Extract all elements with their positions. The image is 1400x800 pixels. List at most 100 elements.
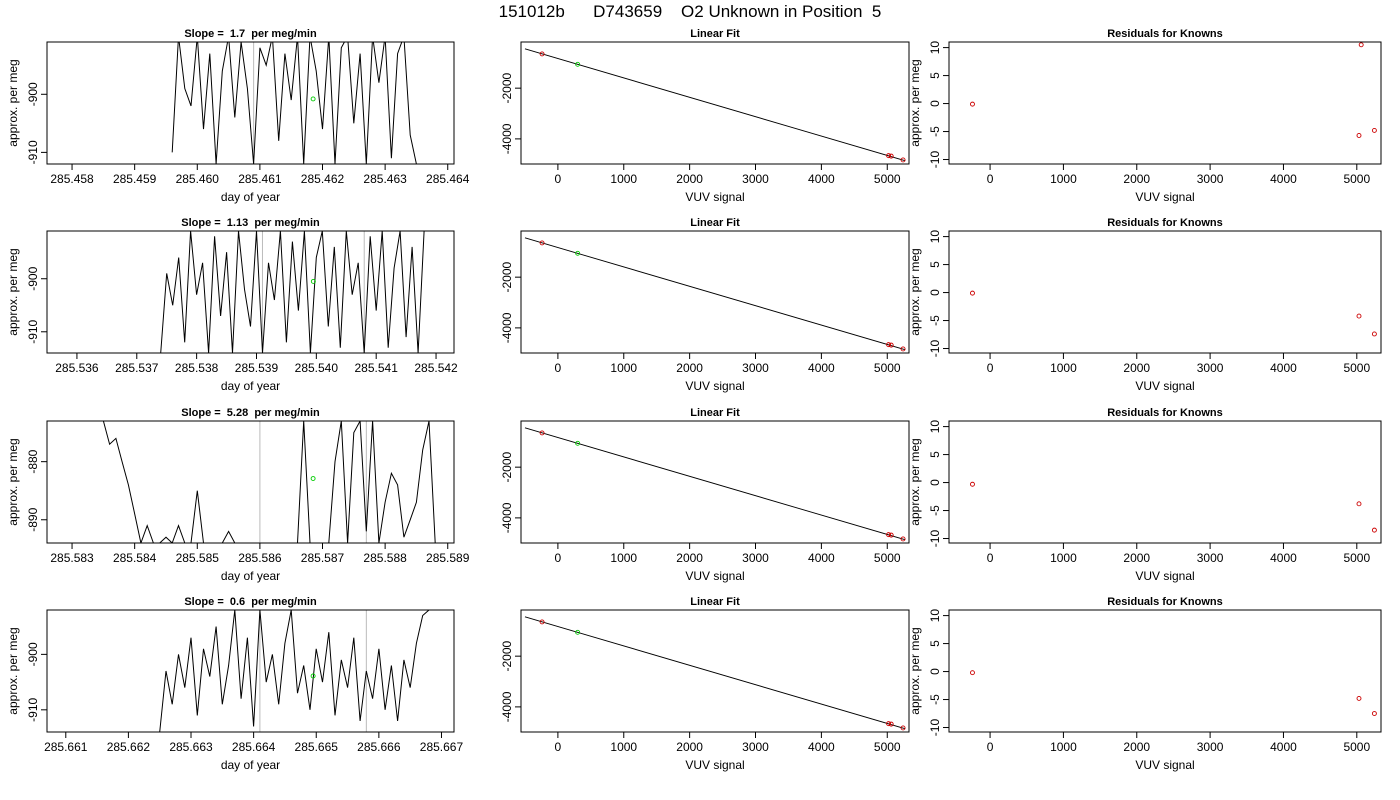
y-tick-label: -910 <box>26 319 40 343</box>
x-tick-label: 0 <box>987 551 994 565</box>
x-tick-label: 1000 <box>1050 361 1077 375</box>
fit-line <box>524 616 906 730</box>
data-point <box>310 476 316 481</box>
x-tick-label: 285.542 <box>414 361 458 375</box>
x-tick-label: 0 <box>555 361 562 375</box>
plot-frame <box>948 609 1382 733</box>
y-tick-label: -4000 <box>500 123 514 154</box>
data-point <box>970 290 975 296</box>
x-tick-label: 285.464 <box>426 172 470 186</box>
x-tick-label: 2000 <box>676 361 703 375</box>
chart-panel: Residuals for Knowns 0 1000 2000 3000 4000 500… <box>908 28 1382 204</box>
x-tick-label: 285.537 <box>115 361 159 375</box>
x-tick-label: 3000 <box>1197 551 1224 565</box>
x-axis-label: VUV signal <box>1135 569 1194 583</box>
y-tick-label: -2000 <box>500 640 514 671</box>
x-tick-label: 285.584 <box>113 551 157 565</box>
y-axis-label: approx. per meg <box>908 627 922 714</box>
series-line <box>171 42 417 164</box>
data-point <box>1356 501 1362 507</box>
x-tick-label: 2000 <box>676 172 703 186</box>
plot-frame <box>948 420 1382 544</box>
data-point <box>888 532 894 538</box>
data-point <box>1356 695 1362 701</box>
x-tick-label: 285.538 <box>175 361 219 375</box>
x-tick-label: 285.664 <box>232 740 276 754</box>
x-tick-label: 4000 <box>808 172 835 186</box>
panels-grid: Slope = 1.7 per meg/min 285.458 285.459 285… <box>6 28 1382 772</box>
data-point <box>1371 127 1377 133</box>
y-tick-label: 5 <box>928 640 942 647</box>
data-point <box>1358 42 1364 48</box>
x-tick-label: 4000 <box>808 551 835 565</box>
chart-panel: Linear Fit 0 1000 2000 3000 4000 5000 -2000 -400… <box>500 28 910 204</box>
y-tick-label: -4000 <box>500 691 514 722</box>
x-tick-label: 1000 <box>610 740 637 754</box>
x-tick-label: 2000 <box>1123 172 1150 186</box>
x-tick-label: 285.536 <box>55 361 99 375</box>
chart-panel: Slope = 5.28 per meg/min 285.583 285.584 28… <box>6 407 470 583</box>
x-axis-label: VUV signal <box>685 569 744 583</box>
x-axis-label: VUV signal <box>685 758 744 772</box>
plot-frame <box>520 420 910 544</box>
x-axis-label: day of year <box>221 758 280 772</box>
y-tick-label: -10 <box>928 340 942 358</box>
chart-title: Slope = 1.13 per meg/min <box>181 217 320 229</box>
data-point <box>539 619 545 625</box>
chart-panel: Linear Fit 0 1000 2000 3000 4000 5000 -2000 -400… <box>500 217 910 393</box>
x-tick-label: 1000 <box>610 172 637 186</box>
x-tick-label: 1000 <box>1050 172 1077 186</box>
chart-panel: Slope = 1.7 per meg/min 285.458 285.459 285… <box>6 28 470 204</box>
data-point <box>575 440 581 446</box>
x-tick-label: 4000 <box>808 361 835 375</box>
y-tick-label: 0 <box>928 100 942 107</box>
y-tick-label: -900 <box>26 82 40 106</box>
y-axis-label: approx. per meg <box>6 248 20 335</box>
x-tick-label: 285.541 <box>354 361 398 375</box>
data-point <box>900 346 906 352</box>
data-point <box>888 721 894 727</box>
x-tick-label: 285.587 <box>301 551 345 565</box>
data-point <box>575 629 581 635</box>
x-tick-label: 3000 <box>1197 172 1224 186</box>
y-tick-label: 5 <box>928 261 942 268</box>
chart-title: Slope = 0.6 per meg/min <box>184 596 317 608</box>
x-tick-label: 2000 <box>676 740 703 754</box>
y-tick-label: -880 <box>26 449 40 473</box>
x-tick-label: 285.667 <box>420 740 464 754</box>
x-tick-label: 285.665 <box>295 740 339 754</box>
y-tick-label: -5 <box>928 694 942 705</box>
y-tick-label: -890 <box>26 507 40 531</box>
x-tick-label: 1000 <box>1050 551 1077 565</box>
chart-panel: Slope = 1.13 per meg/min 285.536 285.537 28… <box>6 217 458 393</box>
chart-panel: Slope = 0.6 per meg/min 285.661 285.662 285… <box>6 596 463 772</box>
data-point <box>888 153 894 159</box>
data-point <box>1371 331 1377 337</box>
plot-frame <box>46 41 455 165</box>
data-point <box>886 342 892 348</box>
x-tick-label: 3000 <box>742 361 769 375</box>
data-point <box>970 481 975 487</box>
chart-title: Linear Fit <box>690 28 740 40</box>
plot-frame <box>520 41 910 165</box>
plot-frame <box>948 230 1382 354</box>
chart-title: Residuals for Knowns <box>1107 596 1223 608</box>
x-tick-label: 0 <box>987 172 994 186</box>
y-tick-label: 0 <box>928 289 942 296</box>
plot-frame <box>46 609 455 733</box>
x-tick-label: 2000 <box>1123 740 1150 754</box>
x-tick-label: 0 <box>555 740 562 754</box>
data-point <box>886 721 892 727</box>
y-tick-label: -910 <box>26 697 40 721</box>
x-tick-label: 1000 <box>610 551 637 565</box>
data-point <box>539 430 545 436</box>
data-point <box>900 725 906 731</box>
y-tick-label: -2000 <box>500 261 514 292</box>
x-tick-label: 285.662 <box>107 740 151 754</box>
chart-panel: Residuals for Knowns 0 1000 2000 3000 4000 500… <box>908 407 1382 583</box>
plot-frame <box>46 420 455 544</box>
x-tick-label: 5000 <box>1343 361 1370 375</box>
x-axis-label: day of year <box>221 190 280 204</box>
x-tick-label: 285.540 <box>295 361 339 375</box>
